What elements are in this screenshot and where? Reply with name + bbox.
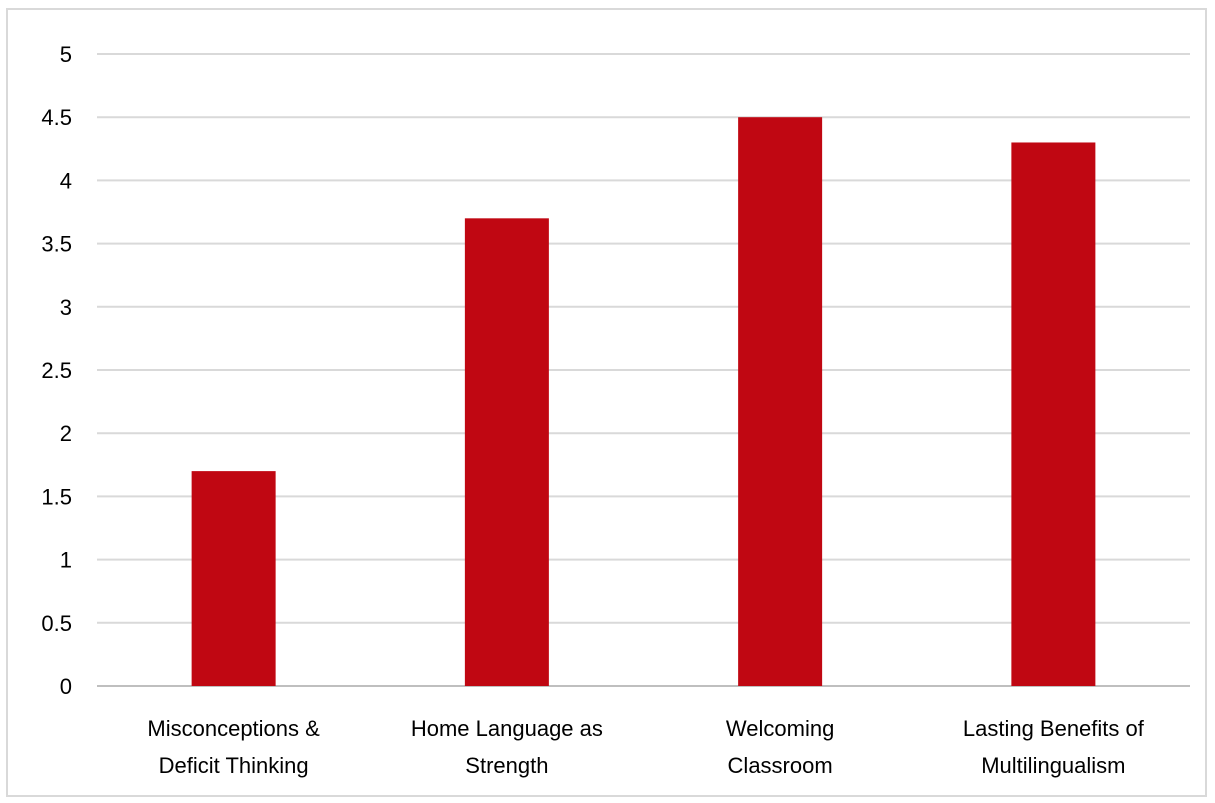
x-category-label: Deficit Thinking	[159, 753, 309, 778]
y-tick-label: 5	[60, 42, 72, 67]
bar	[191, 471, 276, 686]
bar	[1011, 142, 1096, 687]
y-tick-label: 3.5	[41, 232, 72, 257]
bar	[464, 218, 549, 686]
x-category-label: Classroom	[728, 753, 833, 778]
y-tick-label: 4	[60, 168, 72, 193]
bar	[738, 117, 823, 686]
y-tick-label: 3	[60, 295, 72, 320]
x-category-label: Lasting Benefits of	[963, 716, 1145, 741]
gridlines	[97, 53, 1190, 687]
y-tick-label: 2	[60, 421, 72, 446]
bars	[191, 117, 1096, 687]
y-tick-label: 1	[60, 548, 72, 573]
y-axis-tick-labels: 0 0.5 1 1.5 2 2.5 3 3.5 4 4.5 5	[41, 42, 72, 699]
y-tick-label: 2.5	[41, 358, 72, 383]
x-category-label: Multilingualism	[981, 753, 1125, 778]
x-category-label: Welcoming	[726, 716, 834, 741]
x-category-label: Home Language as	[411, 716, 603, 741]
x-axis-category-labels: Misconceptions & Deficit Thinking Home Lan…	[147, 716, 1144, 778]
x-category-label: Misconceptions &	[147, 716, 320, 741]
y-tick-label: 0.5	[41, 611, 72, 636]
y-tick-label: 0	[60, 674, 72, 699]
x-category-label: Strength	[465, 753, 548, 778]
y-tick-label: 4.5	[41, 105, 72, 130]
y-tick-label: 1.5	[41, 484, 72, 509]
